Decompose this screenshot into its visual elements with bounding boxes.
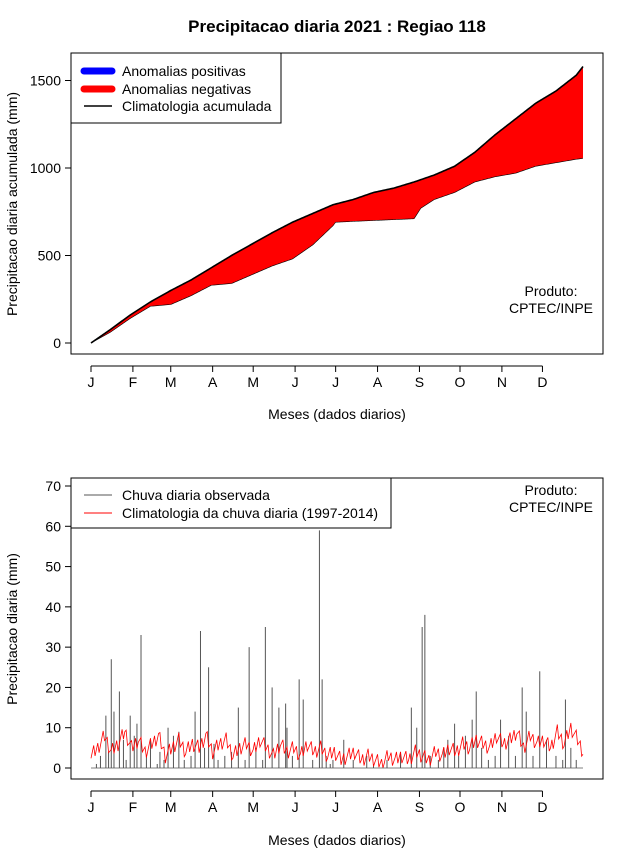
bottom-y-tick-label: 30	[45, 639, 61, 655]
bottom-x-tick-label: J	[332, 799, 339, 815]
bottom-x-tick-label: D	[537, 799, 547, 815]
top-x-tick-label: O	[455, 374, 466, 390]
bottom-y-axis: 0 10 20 30 40 50 60 70	[45, 478, 72, 776]
bottom-y-tick-label: 60	[45, 518, 61, 534]
bottom-product-label: Produto:	[525, 482, 578, 498]
top-product-label: Produto:	[525, 283, 578, 299]
legend-observed-label: Chuva diaria observada	[122, 487, 270, 503]
bottom-y-tick-label: 40	[45, 599, 61, 615]
bottom-x-tick-label: A	[373, 799, 383, 815]
top-x-tick-label: J	[88, 374, 95, 390]
top-y-tick-label: 1000	[30, 160, 61, 176]
top-x-tick-label: D	[537, 374, 547, 390]
legend-positive-label: Anomalias positivas	[122, 63, 246, 79]
top-y-tick-label: 0	[53, 335, 61, 351]
climatology-daily-line	[90, 722, 584, 769]
bottom-y-tick-label: 20	[45, 679, 61, 695]
legend-climdaily-label: Climatologia da chuva diaria (1997-2014)	[122, 505, 378, 521]
top-x-tick-label: N	[497, 374, 507, 390]
top-x-tick-label: M	[247, 374, 259, 390]
bottom-y-axis-label: Precipitacao diaria (mm)	[4, 553, 20, 705]
negative-anomaly-area	[91, 66, 583, 343]
climatology-cumulative-line	[90, 66, 584, 344]
top-y-axis-label: Precipitacao diaria acumulada (mm)	[4, 92, 20, 316]
bottom-x-tick-label: A	[208, 799, 218, 815]
cumulative-chart: 0 500 1000 1500 J F M A M J J A S O N D Meses (dados d…	[4, 52, 604, 422]
bottom-y-tick-label: 10	[45, 720, 61, 736]
top-y-axis: 0 500 1000 1500	[30, 73, 72, 351]
bottom-x-tick-label: O	[455, 799, 466, 815]
daily-chart: 0 10 20 30 40 50 60 70 J F M A M J J A S O N D Meses (dado…	[4, 477, 604, 848]
legend-clim-label: Climatologia acumulada	[122, 98, 272, 114]
observed-cumulative-line	[90, 158, 584, 344]
top-x-tick-label: S	[415, 374, 424, 390]
top-y-tick-label: 1500	[30, 73, 61, 89]
observed-daily-bars	[95, 530, 577, 768]
legend-negative-label: Anomalias negativas	[122, 81, 251, 97]
top-legend: Anomalias positivas Anomalias negativas …	[70, 52, 282, 124]
bottom-y-tick-label: 70	[45, 478, 61, 494]
top-x-tick-label: M	[165, 374, 177, 390]
top-y-tick-label: 500	[38, 248, 62, 264]
bottom-x-tick-label: F	[129, 799, 138, 815]
bottom-x-tick-label: M	[165, 799, 177, 815]
top-x-axis-label: Meses (dados diarios)	[268, 406, 406, 422]
bottom-y-tick-label: 50	[45, 559, 61, 575]
bottom-x-axis-label: Meses (dados diarios)	[268, 832, 406, 848]
bottom-x-tick-label: N	[497, 799, 507, 815]
top-x-tick-label: A	[208, 374, 218, 390]
bottom-x-tick-label: J	[88, 799, 95, 815]
top-x-tick-label: F	[129, 374, 138, 390]
top-x-tick-label: J	[332, 374, 339, 390]
bottom-x-tick-label: J	[292, 799, 299, 815]
bottom-y-tick-label: 0	[53, 760, 61, 776]
bottom-x-tick-label: S	[415, 799, 424, 815]
top-x-tick-label: J	[292, 374, 299, 390]
top-x-tick-label: A	[373, 374, 383, 390]
chart-title: Precipitacao diaria 2021 : Regiao 118	[188, 17, 486, 36]
top-product-source: CPTEC/INPE	[509, 300, 593, 316]
bottom-legend-box	[70, 477, 392, 529]
bottom-x-tick-label: M	[247, 799, 259, 815]
bottom-legend: Chuva diaria observada Climatologia da c…	[70, 477, 392, 529]
bottom-product-source: CPTEC/INPE	[509, 499, 593, 515]
